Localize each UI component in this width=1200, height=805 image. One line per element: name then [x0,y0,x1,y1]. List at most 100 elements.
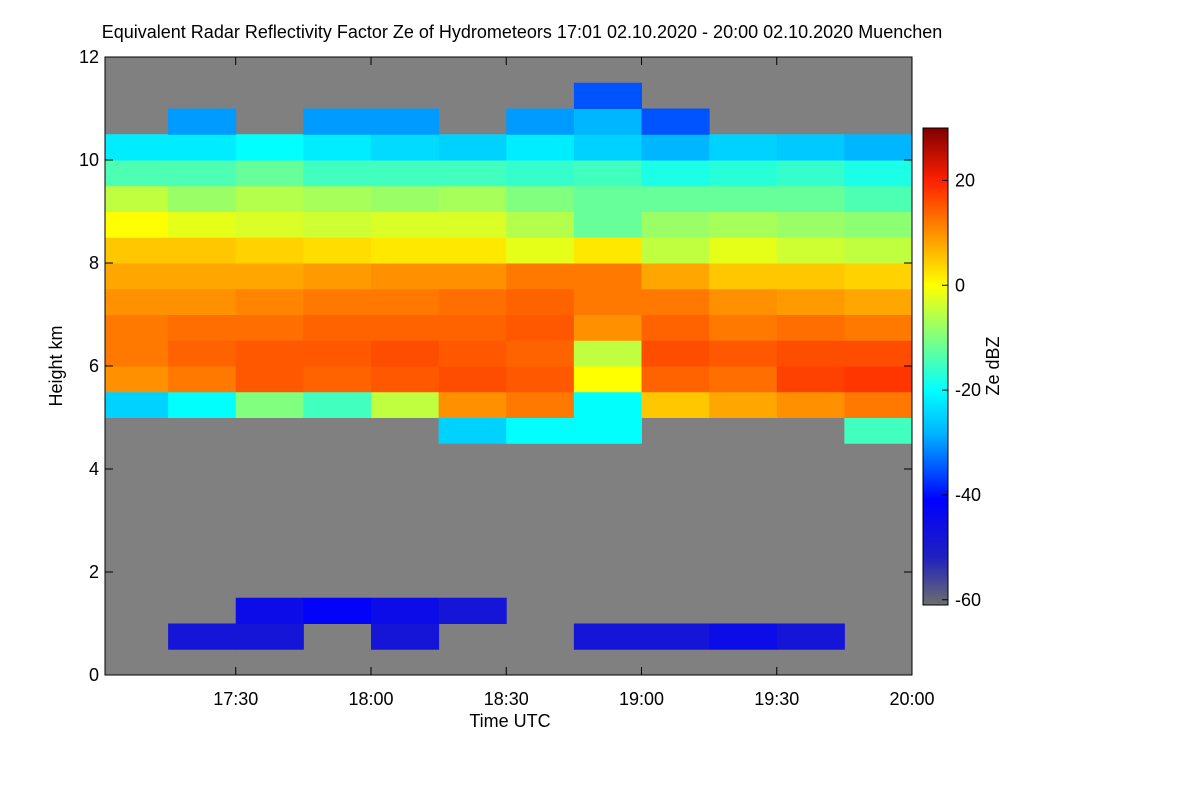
heatmap-cell [438,391,507,418]
heatmap-cell [168,263,237,290]
heatmap-cell [506,160,575,187]
heatmap-cell [709,211,778,238]
heatmap-cell [573,417,642,444]
heatmap-cell [235,314,304,341]
heatmap-cell [438,160,507,187]
heatmap-cell [641,160,710,187]
heatmap-cell [235,263,304,290]
heatmap-cell [844,391,912,418]
heatmap-cell [168,185,237,212]
y-tick-label: 2 [89,562,99,582]
heatmap-cell [438,288,507,315]
heatmap-cell [438,597,507,624]
heatmap-cell [641,263,710,290]
x-tick-label: 19:30 [754,689,799,709]
heatmap-cell [573,211,642,238]
heatmap-cell [776,237,845,264]
heatmap-cell [641,340,710,367]
heatmap-cell [303,314,372,341]
heatmap-cell [235,185,304,212]
colorbar [922,127,949,606]
heatmap-cell [105,314,169,341]
heatmap-cell [370,623,440,650]
heatmap-cell [235,134,304,161]
heatmap-cell [438,314,507,341]
heatmap-cell [303,263,372,290]
heatmap-cell [303,366,372,393]
heatmap-cell [709,391,778,418]
heatmap-cell [438,134,507,161]
heatmap-cell [303,160,372,187]
heatmap-cell [168,623,237,650]
heatmap-cell [709,314,778,341]
x-tick-label: 19:00 [619,689,664,709]
heatmap-cell [776,263,845,290]
heatmap-cell [844,185,912,212]
heatmap-cell [776,288,845,315]
heatmap-cell [105,160,169,187]
heatmap-cell [573,391,642,418]
heatmap [105,82,912,650]
x-tick-label: 20:00 [889,689,934,709]
heatmap-cell [573,185,642,212]
heatmap-cell [235,211,304,238]
heatmap-cell [641,366,710,393]
heatmap-cell [235,288,304,315]
heatmap-cell [105,134,169,161]
heatmap-cell [709,263,778,290]
x-axis-label: Time UTC [469,711,550,731]
heatmap-cell [105,211,169,238]
heatmap-cell [370,314,440,341]
heatmap-cell [105,185,169,212]
x-tick-label: 17:30 [213,689,258,709]
heatmap-cell [303,237,372,264]
heatmap-cell [506,391,575,418]
heatmap-cell [844,134,912,161]
heatmap-cell [844,288,912,315]
heatmap-cell [641,391,710,418]
heatmap-cell [709,185,778,212]
heatmap-cell [776,366,845,393]
heatmap-cell [641,288,710,315]
heatmap-cell [573,108,642,135]
heatmap-cell [506,417,575,444]
heatmap-cell [168,211,237,238]
heatmap-cell [641,211,710,238]
heatmap-cell [303,134,372,161]
heatmap-cell [105,288,169,315]
heatmap-cell [573,263,642,290]
heatmap-cell [844,263,912,290]
heatmap-cell [506,314,575,341]
colorbar-tick-label: -40 [955,485,981,505]
heatmap-cell [168,340,237,367]
heatmap-cell [370,263,440,290]
heatmap-cell [844,366,912,393]
heatmap-cell [506,263,575,290]
heatmap-cell [506,237,575,264]
heatmap-cell [573,237,642,264]
heatmap-cell [370,391,440,418]
heatmap-cell [641,314,710,341]
heatmap-cell [370,211,440,238]
heatmap-cell [573,623,642,650]
heatmap-cell [370,366,440,393]
heatmap-cell [438,185,507,212]
heatmap-cell [709,623,778,650]
heatmap-cell [438,211,507,238]
heatmap-cell [506,340,575,367]
y-axis-label: Height km [46,325,66,406]
heatmap-cell [776,391,845,418]
heatmap-cell [370,185,440,212]
heatmap-cell [235,391,304,418]
heatmap-cell [303,108,372,135]
y-tick-label: 4 [89,459,99,479]
y-tick-label: 0 [89,665,99,685]
heatmap-cell [370,134,440,161]
heatmap-cell [168,366,237,393]
colorbar-tick-label: 0 [955,275,965,295]
heatmap-cell [370,160,440,187]
heatmap-cell [776,134,845,161]
colorbar-tick-label: -60 [955,590,981,610]
heatmap-cell [370,340,440,367]
